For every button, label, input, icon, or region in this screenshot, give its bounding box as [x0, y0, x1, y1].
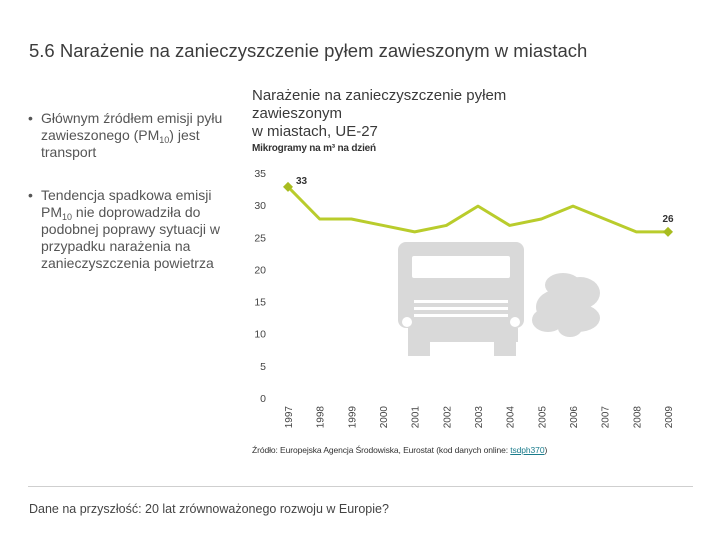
smoke-cloud-icon	[532, 273, 600, 337]
y-tick-label: 25	[254, 232, 266, 244]
bullet-list: • Głównym źródłem emisji pyłu zawieszone…	[28, 110, 243, 298]
source-note: Źródło: Europejska Agencja Środowiska, E…	[252, 445, 547, 455]
data-point-marker	[663, 226, 673, 237]
x-tick-label: 2006	[569, 406, 580, 429]
x-tick-label: 1998	[316, 406, 327, 429]
chart-title-line: zawieszonym	[252, 105, 343, 122]
x-tick-label: 2007	[601, 406, 612, 429]
chart-title: Narażenie na zanieczyszczenie pyłem zawi…	[252, 87, 552, 141]
slide-number: 5.6	[29, 40, 55, 61]
footer-divider	[28, 486, 693, 487]
source-data-code-link[interactable]: tsdph370	[510, 445, 545, 455]
data-label: 26	[662, 214, 674, 225]
slide-title-text: Narażenie na zanieczyszczenie pyłem zawi…	[59, 40, 588, 61]
bullet-item: • Tendencja spadkowa emisji PM10 nie dop…	[28, 187, 243, 272]
footer-text: Dane na przyszłość: 20 lat zrównoważoneg…	[29, 502, 389, 516]
x-tick-label: 2000	[379, 406, 390, 429]
annotations: 33 26	[283, 176, 674, 237]
truck-icon	[398, 242, 524, 356]
x-tick-label: 1999	[347, 406, 358, 429]
chart-unit-label: Mikrogramy na m³ na dzień	[252, 143, 376, 154]
x-tick-label: 2008	[632, 406, 643, 429]
series-pm10	[286, 185, 670, 234]
series-line	[286, 185, 670, 234]
x-tick-label: 1997	[284, 406, 295, 429]
y-tick-label: 0	[260, 393, 266, 405]
bullet-subscript: 10	[159, 135, 170, 145]
y-tick-label: 20	[254, 264, 266, 276]
x-tick-label: 2004	[506, 406, 517, 429]
chart-title-line: Narażenie na zanieczyszczenie pyłem	[252, 87, 507, 104]
y-tick-label: 35	[254, 168, 266, 180]
slide-title: 5.6 Narażenie na zanieczyszczenie pyłem …	[29, 40, 709, 62]
bullet-dot-icon: •	[28, 187, 33, 203]
source-suffix: )	[544, 445, 548, 455]
data-label: 33	[296, 176, 308, 187]
bullet-text-after: nie doprowadziła do podobnej poprawy syt…	[41, 204, 220, 271]
source-prefix: Źródło: Europejska Agencja Środowiska, E…	[252, 445, 511, 455]
x-tick-label: 2005	[537, 406, 548, 429]
x-tick-label: 2001	[411, 406, 422, 429]
bullet-dot-icon: •	[28, 110, 33, 126]
x-tick-label: 2003	[474, 406, 485, 429]
y-tick-label: 15	[254, 297, 266, 309]
x-axis: 1997 1998 1999 2000 2001 2002 2003 2004 2005 2006…	[284, 406, 675, 429]
x-tick-label: 2002	[442, 406, 453, 429]
y-tick-label: 5	[260, 361, 266, 373]
bullet-subscript: 10	[62, 212, 73, 222]
chart-title-line: w miastach, UE-27	[252, 123, 378, 140]
y-tick-label: 10	[254, 329, 266, 341]
y-tick-label: 30	[254, 200, 266, 212]
bullet-item: • Głównym źródłem emisji pyłu zawieszone…	[28, 110, 243, 161]
bullet-text-after: ) jest transport	[41, 127, 200, 160]
y-axis: 0 5 10 15 20 25 30 35	[254, 168, 266, 405]
bullet-text-before: Głównym źródłem emisji pyłu zawieszonego…	[41, 110, 223, 143]
x-tick-label: 2009	[664, 406, 675, 429]
bullet-text-before: Tendencja spadkowa emisji PM	[41, 187, 212, 220]
data-point-marker	[283, 181, 293, 192]
